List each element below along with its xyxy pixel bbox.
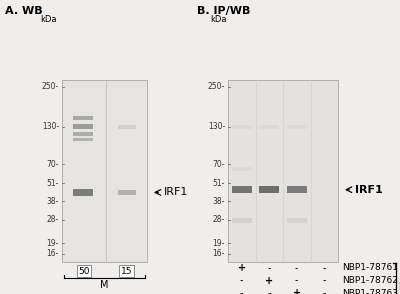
Text: IP: IP [398,282,400,292]
Text: B. IP/WB: B. IP/WB [197,6,250,16]
Text: 250-: 250- [208,82,225,91]
Text: 28-: 28- [47,216,59,224]
Text: kDa: kDa [40,15,56,24]
Bar [73,124,93,129]
Bar [118,125,136,128]
Text: NBP1-78763: NBP1-78763 [342,288,398,294]
Bar [232,167,252,171]
Bar [62,80,147,262]
Text: IRF1: IRF1 [164,187,188,197]
Text: NBP1-78762: NBP1-78762 [342,276,398,285]
Bar [73,132,93,136]
Text: -: - [240,275,244,285]
Text: -: - [295,263,298,273]
Bar [118,190,136,195]
Text: kDa: kDa [210,15,226,24]
Text: IRF1: IRF1 [355,185,383,195]
Text: 38-: 38- [213,197,225,206]
Bar [287,218,307,223]
Text: 15: 15 [121,266,132,275]
Bar [259,125,279,128]
Bar [228,80,338,262]
Text: 70-: 70- [46,160,59,169]
Bar [287,186,307,193]
Bar [232,218,252,223]
Text: -: - [268,263,271,273]
Bar [232,125,252,128]
Bar [73,189,93,196]
Bar [232,186,252,193]
Text: M: M [100,280,109,290]
Bar [287,125,307,128]
Text: 50: 50 [78,266,90,275]
Text: 16-: 16- [213,249,225,258]
Text: -: - [268,288,271,294]
Text: +: + [293,288,301,294]
Text: -: - [295,275,298,285]
Text: 38-: 38- [47,197,59,206]
Text: 250-: 250- [42,82,59,91]
Text: A. WB: A. WB [5,6,43,16]
Text: 51-: 51- [213,179,225,188]
Text: 19-: 19- [47,239,59,248]
Bar [73,138,93,141]
Text: +: + [265,275,273,285]
Text: 130-: 130- [42,122,59,131]
Text: -: - [240,288,244,294]
Text: -: - [322,263,326,273]
Text: NBP1-78761: NBP1-78761 [342,263,398,273]
Text: 16-: 16- [47,249,59,258]
Bar [259,186,279,193]
Text: 28-: 28- [213,216,225,224]
Text: -: - [322,288,326,294]
Bar [73,116,93,120]
Text: 130-: 130- [208,122,225,131]
Text: 70-: 70- [212,160,225,169]
Text: -: - [322,275,326,285]
Text: 51-: 51- [47,179,59,188]
Text: 19-: 19- [213,239,225,248]
Text: +: + [238,263,246,273]
